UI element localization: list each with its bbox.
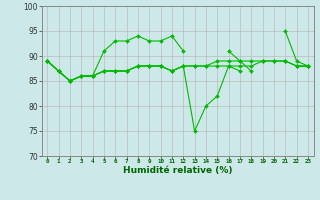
X-axis label: Humidité relative (%): Humidité relative (%)	[123, 166, 232, 175]
